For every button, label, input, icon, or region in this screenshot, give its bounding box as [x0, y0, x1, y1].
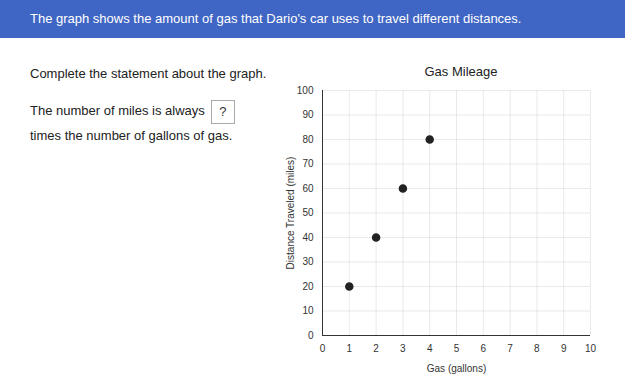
svg-text:70: 70 — [302, 158, 314, 169]
svg-text:1: 1 — [347, 343, 353, 354]
svg-text:50: 50 — [302, 207, 314, 218]
svg-text:4: 4 — [427, 343, 433, 354]
svg-text:30: 30 — [302, 256, 314, 267]
svg-text:90: 90 — [302, 109, 314, 120]
svg-text:60: 60 — [302, 183, 314, 194]
html-text:The graph shows the amount of: The graph shows the amount of gas that D… — [30, 11, 522, 26]
svg-text:40: 40 — [302, 232, 314, 243]
html-text:Gas Mileage: Gas Mileage — [424, 64, 498, 79]
svg-text:5: 5 — [454, 343, 460, 354]
svg-text:0: 0 — [320, 343, 326, 354]
svg-text:10: 10 — [302, 305, 314, 316]
svg-text:10: 10 — [585, 343, 597, 354]
svg-text:3: 3 — [400, 343, 406, 354]
svg-text:8: 8 — [534, 343, 540, 354]
html-text:times the number of gallons of: times the number of gallons of gas. — [30, 128, 233, 143]
html-text:The number of miles is always: The number of miles is always — [30, 103, 205, 119]
svg-text:80: 80 — [302, 134, 314, 145]
svg-text:7: 7 — [507, 343, 513, 354]
svg-text:20: 20 — [302, 281, 314, 292]
svg-text:2: 2 — [373, 343, 379, 354]
html-text:Complete the statement about t: Complete the statement about the graph. — [30, 66, 267, 81]
svg-text:100: 100 — [297, 85, 314, 96]
svg-text:Distance Traveled (miles): Distance Traveled (miles) — [285, 157, 296, 270]
svg-text:Gas (gallons): Gas (gallons) — [427, 363, 486, 374]
svg-text:0: 0 — [308, 330, 314, 341]
svg-text:9: 9 — [561, 343, 567, 354]
svg-text:6: 6 — [481, 343, 487, 354]
